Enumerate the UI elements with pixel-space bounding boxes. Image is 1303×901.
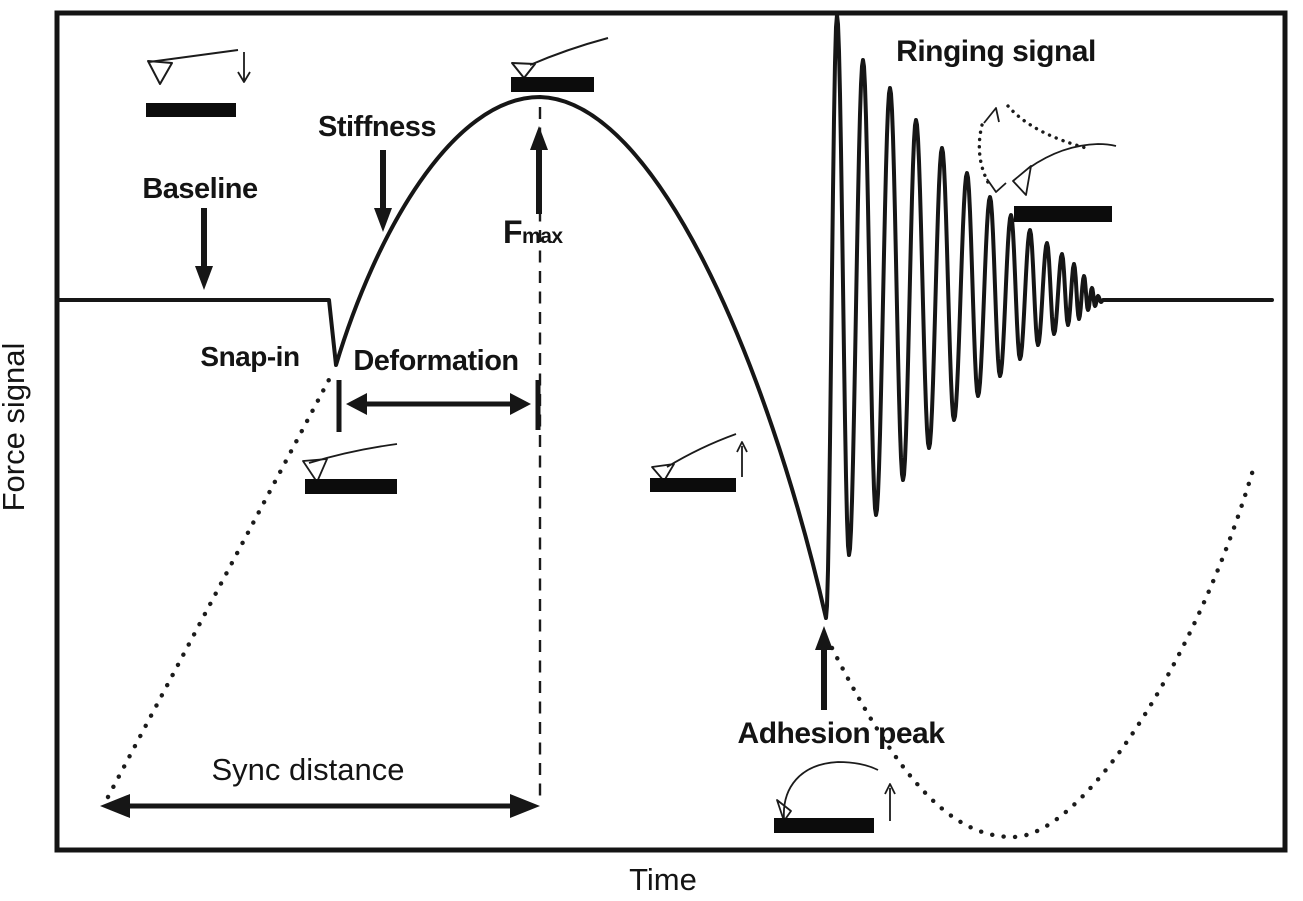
- deformation-label: Deformation: [353, 345, 518, 377]
- sync-distance-dimension: [100, 794, 540, 818]
- sample-surface-bar: [146, 103, 236, 117]
- adhesion-peak-label: Adhesion peak: [738, 717, 946, 750]
- sample-surface-bar: [774, 818, 874, 833]
- swing-up-arrowhead-icon: [983, 107, 1000, 124]
- y-axis-label: Force signal: [0, 343, 31, 512]
- z-approach-dotted-curve: [105, 371, 335, 800]
- cantilever-beam: [1028, 143, 1117, 169]
- plot-frame: [54, 10, 1288, 853]
- cantilever-tip: [651, 463, 675, 482]
- adhesion-cantilever-icon: [774, 761, 896, 833]
- approach-cantilever-icon: [146, 49, 251, 117]
- force-signal-curve: [55, 13, 1274, 620]
- sync-distance-label: Sync distance: [212, 752, 405, 787]
- z-retract-dotted-curve: [829, 467, 1256, 840]
- retract-cantilever-icon: [650, 433, 748, 492]
- cantilever-beam: [666, 433, 737, 468]
- cantilever-tip: [147, 60, 173, 85]
- cantilever-beam: [783, 761, 879, 820]
- up-arrow-icon: [884, 783, 896, 821]
- adhesion-arrow: [815, 626, 833, 710]
- cantilever-beam: [529, 37, 609, 66]
- down-arrow-icon: [237, 52, 251, 83]
- stiffness-label: Stiffness: [318, 111, 436, 143]
- fmax-subscript: max: [522, 225, 563, 248]
- fmax-arrow: [530, 126, 548, 214]
- baseline-arrow: [195, 208, 213, 290]
- baseline-label: Baseline: [142, 173, 258, 205]
- snap-in-cantilever-icon: [302, 443, 398, 494]
- sample-surface-bar: [650, 478, 736, 492]
- peak-contact-cantilever-icon: [511, 37, 609, 92]
- snap-in-label: Snap-in: [200, 341, 299, 372]
- cantilever-beam: [148, 49, 239, 63]
- cantilever-tip: [1012, 165, 1032, 196]
- x-axis-label: Time: [629, 862, 697, 897]
- cantilever-ghost-position: [1006, 104, 1092, 151]
- cantilever-tip: [511, 62, 536, 79]
- up-arrow-icon: [736, 441, 748, 477]
- swing-arc-dotted: [977, 123, 992, 188]
- sample-surface-bar: [511, 77, 594, 92]
- sample-surface-bar: [1014, 206, 1112, 222]
- cantilever-tip: [776, 799, 792, 822]
- sample-surface-bar: [305, 479, 397, 494]
- stiffness-arrow: [374, 150, 392, 232]
- fmax-label: Fmax: [503, 214, 563, 250]
- ringing-cantilever-icon: [977, 104, 1117, 222]
- cantilever-tip: [302, 458, 328, 483]
- deformation-dimension: [336, 380, 541, 432]
- fmax-main: F: [503, 214, 522, 250]
- ringing-signal-label: Ringing signal: [896, 35, 1096, 68]
- swing-down-arrowhead-icon: [986, 178, 1007, 193]
